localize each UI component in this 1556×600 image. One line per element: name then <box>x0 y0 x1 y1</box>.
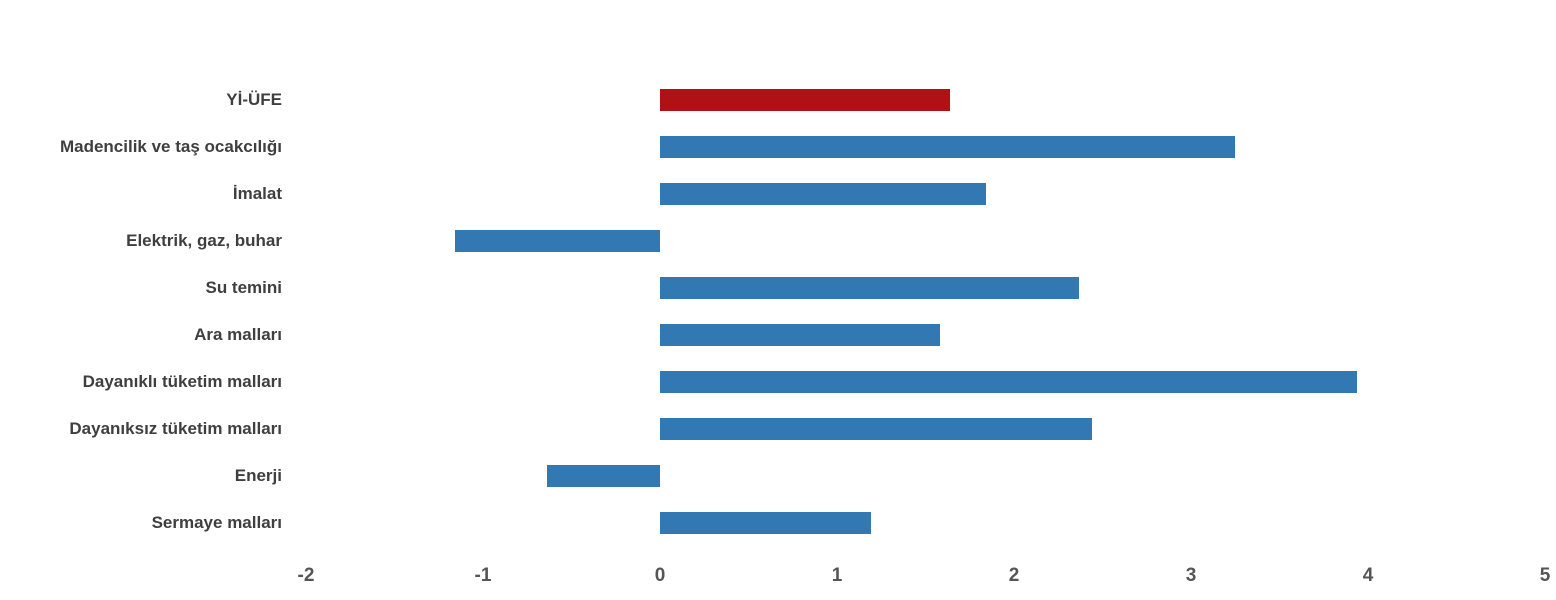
category-label: Su temini <box>205 278 282 297</box>
category-label: Ara malları <box>194 325 282 344</box>
category-label: Sermaye malları <box>151 513 282 532</box>
bar-series <box>660 371 1358 393</box>
category-label: Dayanıksız tüketim malları <box>69 419 282 438</box>
category-label: Enerji <box>234 466 282 485</box>
bar-highlight <box>660 89 951 111</box>
chart-row: Ara malları <box>0 324 1556 346</box>
chart-row: Dayanıksız tüketim malları <box>0 418 1556 440</box>
bar-series <box>660 418 1092 440</box>
bar-series <box>660 324 940 346</box>
chart-row: Elektrik, gaz, buhar <box>0 230 1556 252</box>
category-label: İmalat <box>232 184 282 203</box>
chart-row: Sermaye malları <box>0 512 1556 534</box>
x-axis-tick: 4 <box>1362 565 1374 586</box>
x-axis-tick: 2 <box>1008 565 1020 586</box>
chart-row: Madencilik ve taş ocakcılığı <box>0 136 1556 158</box>
chart-row: Enerji <box>0 465 1556 487</box>
chart-row: Su temini <box>0 277 1556 299</box>
chart-row: Yİ-ÜFE <box>0 89 1556 111</box>
x-axis-tick: 1 <box>831 565 843 586</box>
chart-row: İmalat <box>0 183 1556 205</box>
bar-series <box>660 136 1236 158</box>
chart-row: Dayanıklı tüketim malları <box>0 371 1556 393</box>
x-axis-tick: 5 <box>1539 565 1551 586</box>
category-label: Elektrik, gaz, buhar <box>126 231 282 250</box>
bar-series <box>660 183 986 205</box>
category-label: Madencilik ve taş ocakcılığı <box>59 137 282 156</box>
bar-series <box>546 465 660 487</box>
category-label: Dayanıklı tüketim malları <box>82 372 282 391</box>
x-axis-tick: -1 <box>474 565 492 586</box>
x-axis-tick: 0 <box>654 565 666 586</box>
category-label: Yİ-ÜFE <box>226 90 282 109</box>
x-axis-tick: 3 <box>1185 565 1197 586</box>
bar-series <box>660 277 1080 299</box>
bar-series <box>660 512 871 534</box>
bar-series <box>454 230 660 252</box>
x-axis-tick: -2 <box>297 565 315 586</box>
